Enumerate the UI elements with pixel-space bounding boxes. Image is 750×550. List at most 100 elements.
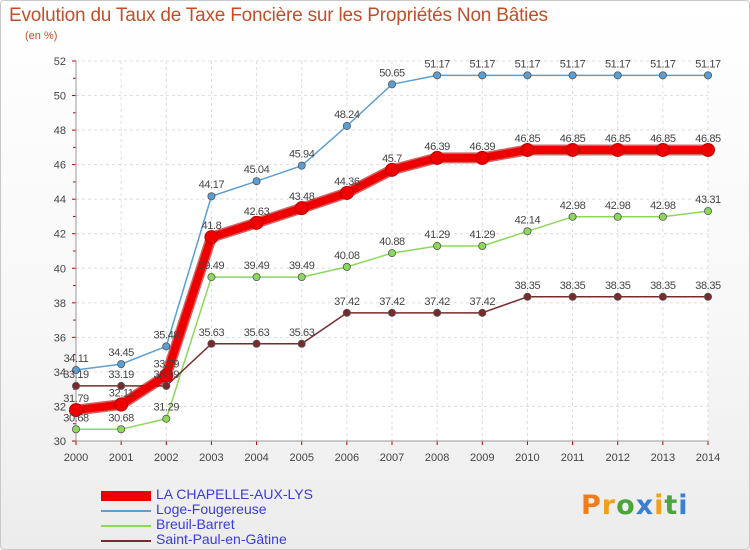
data-label: 37.42 — [424, 296, 450, 308]
data-label: 48.24 — [334, 109, 360, 121]
legend-label: Saint-Paul-en-Gâtine — [156, 531, 287, 547]
logo-letter: P — [581, 490, 602, 521]
data-point — [430, 150, 445, 165]
y-tick-label: 48 — [54, 125, 66, 137]
data-point — [387, 80, 396, 89]
data-point — [342, 262, 351, 271]
data-label: 37.42 — [379, 296, 405, 308]
data-label: 42.98 — [605, 200, 631, 212]
data-label: 46.85 — [650, 133, 676, 145]
data-label: 42.98 — [650, 200, 676, 212]
data-label: 31.79 — [63, 393, 89, 405]
data-point — [162, 414, 171, 423]
data-label: 46.39 — [424, 141, 450, 153]
data-point — [162, 342, 171, 351]
y-tick-label: 46 — [54, 160, 66, 172]
data-label: 33.19 — [63, 369, 89, 381]
data-point — [114, 397, 129, 412]
x-tick-label: 2010 — [515, 452, 539, 464]
x-tick-label: 2012 — [605, 452, 629, 464]
legend-label: Loge-Fougereuse — [156, 501, 267, 517]
y-axis-unit-label: (en %) — [25, 30, 58, 42]
data-label: 51.17 — [560, 58, 586, 70]
logo-letter: x — [635, 490, 655, 521]
data-label: 42.63 — [244, 206, 270, 218]
data-point — [523, 71, 532, 80]
logo-letter: r — [601, 490, 617, 521]
x-tick-label: 2007 — [380, 452, 404, 464]
data-label: 39.49 — [244, 260, 270, 272]
data-point — [297, 339, 306, 348]
data-label: 37.42 — [334, 296, 360, 308]
data-point — [72, 425, 81, 434]
data-label: 34.11 — [64, 353, 89, 365]
y-tick-label: 40 — [54, 263, 66, 275]
legend-item: Saint-Paul-en-Gâtine — [101, 531, 341, 549]
data-point — [568, 292, 577, 301]
data-point — [433, 241, 442, 250]
data-label: 46.85 — [515, 133, 541, 145]
data-point — [387, 249, 396, 258]
data-label: 46.85 — [695, 133, 721, 145]
legend-item: Loge-Fougereuse — [101, 501, 341, 519]
y-tick-label: 52 — [54, 56, 66, 68]
data-label: 38.35 — [515, 280, 541, 292]
data-label: 51.17 — [650, 58, 676, 70]
data-label: 51.17 — [515, 58, 541, 70]
x-tick-label: 2009 — [470, 452, 494, 464]
data-label: 38.35 — [695, 280, 721, 292]
data-label: 42.98 — [560, 200, 586, 212]
data-point — [523, 227, 532, 236]
legend-item: LA CHAPELLE-AUX-LYS — [101, 486, 341, 504]
data-label: 45.7 — [382, 153, 402, 165]
data-point — [478, 241, 487, 250]
data-point — [613, 292, 622, 301]
x-tick-label: 2005 — [289, 452, 313, 464]
series-lines — [69, 71, 715, 434]
x-tick-label: 2004 — [244, 452, 268, 464]
data-point — [342, 308, 351, 317]
x-tick-label: 2006 — [335, 452, 359, 464]
data-point — [565, 142, 580, 157]
data-label: 51.17 — [695, 58, 721, 70]
data-point — [433, 308, 442, 317]
x-tick-label: 2013 — [651, 452, 675, 464]
data-label: 31.29 — [154, 402, 180, 414]
data-label: 40.88 — [379, 236, 405, 248]
data-point — [704, 292, 713, 301]
data-label: 51.17 — [605, 58, 631, 70]
y-tick-label: 32 — [54, 401, 66, 413]
axes: 30 32 34 36 38 40 42 44 46 48 50 52 2000 2001 2002 2003… — [54, 56, 720, 464]
data-point — [207, 192, 216, 201]
data-point — [568, 71, 577, 80]
data-label: 46.85 — [560, 133, 586, 145]
data-point — [72, 366, 81, 375]
data-point — [475, 150, 490, 165]
x-tick-label: 2002 — [154, 452, 178, 464]
y-tick-label: 30 — [54, 436, 66, 448]
data-point — [704, 207, 713, 216]
x-tick-label: 2011 — [561, 452, 585, 464]
legend-swatch — [101, 540, 151, 542]
data-point — [252, 339, 261, 348]
legend-swatch — [101, 491, 151, 501]
data-point — [117, 381, 126, 390]
data-label: 32.11 — [109, 388, 134, 400]
data-label: 35.63 — [199, 327, 225, 339]
data-label: 42.14 — [515, 214, 541, 226]
data-label: 46.85 — [605, 133, 631, 145]
data-point — [613, 71, 622, 80]
logo-letter: i — [678, 490, 689, 521]
data-point — [658, 212, 667, 221]
data-point — [159, 368, 174, 383]
data-point — [117, 360, 126, 369]
data-point — [523, 292, 532, 301]
chart-title: Evolution du Taux de Taxe Foncière sur l… — [9, 5, 548, 26]
data-label: 45.04 — [244, 164, 270, 176]
data-point — [655, 142, 670, 157]
data-point — [658, 71, 667, 80]
data-label: 41.29 — [424, 229, 450, 241]
legend-swatch — [101, 510, 151, 512]
logo-letter: i — [654, 490, 665, 521]
